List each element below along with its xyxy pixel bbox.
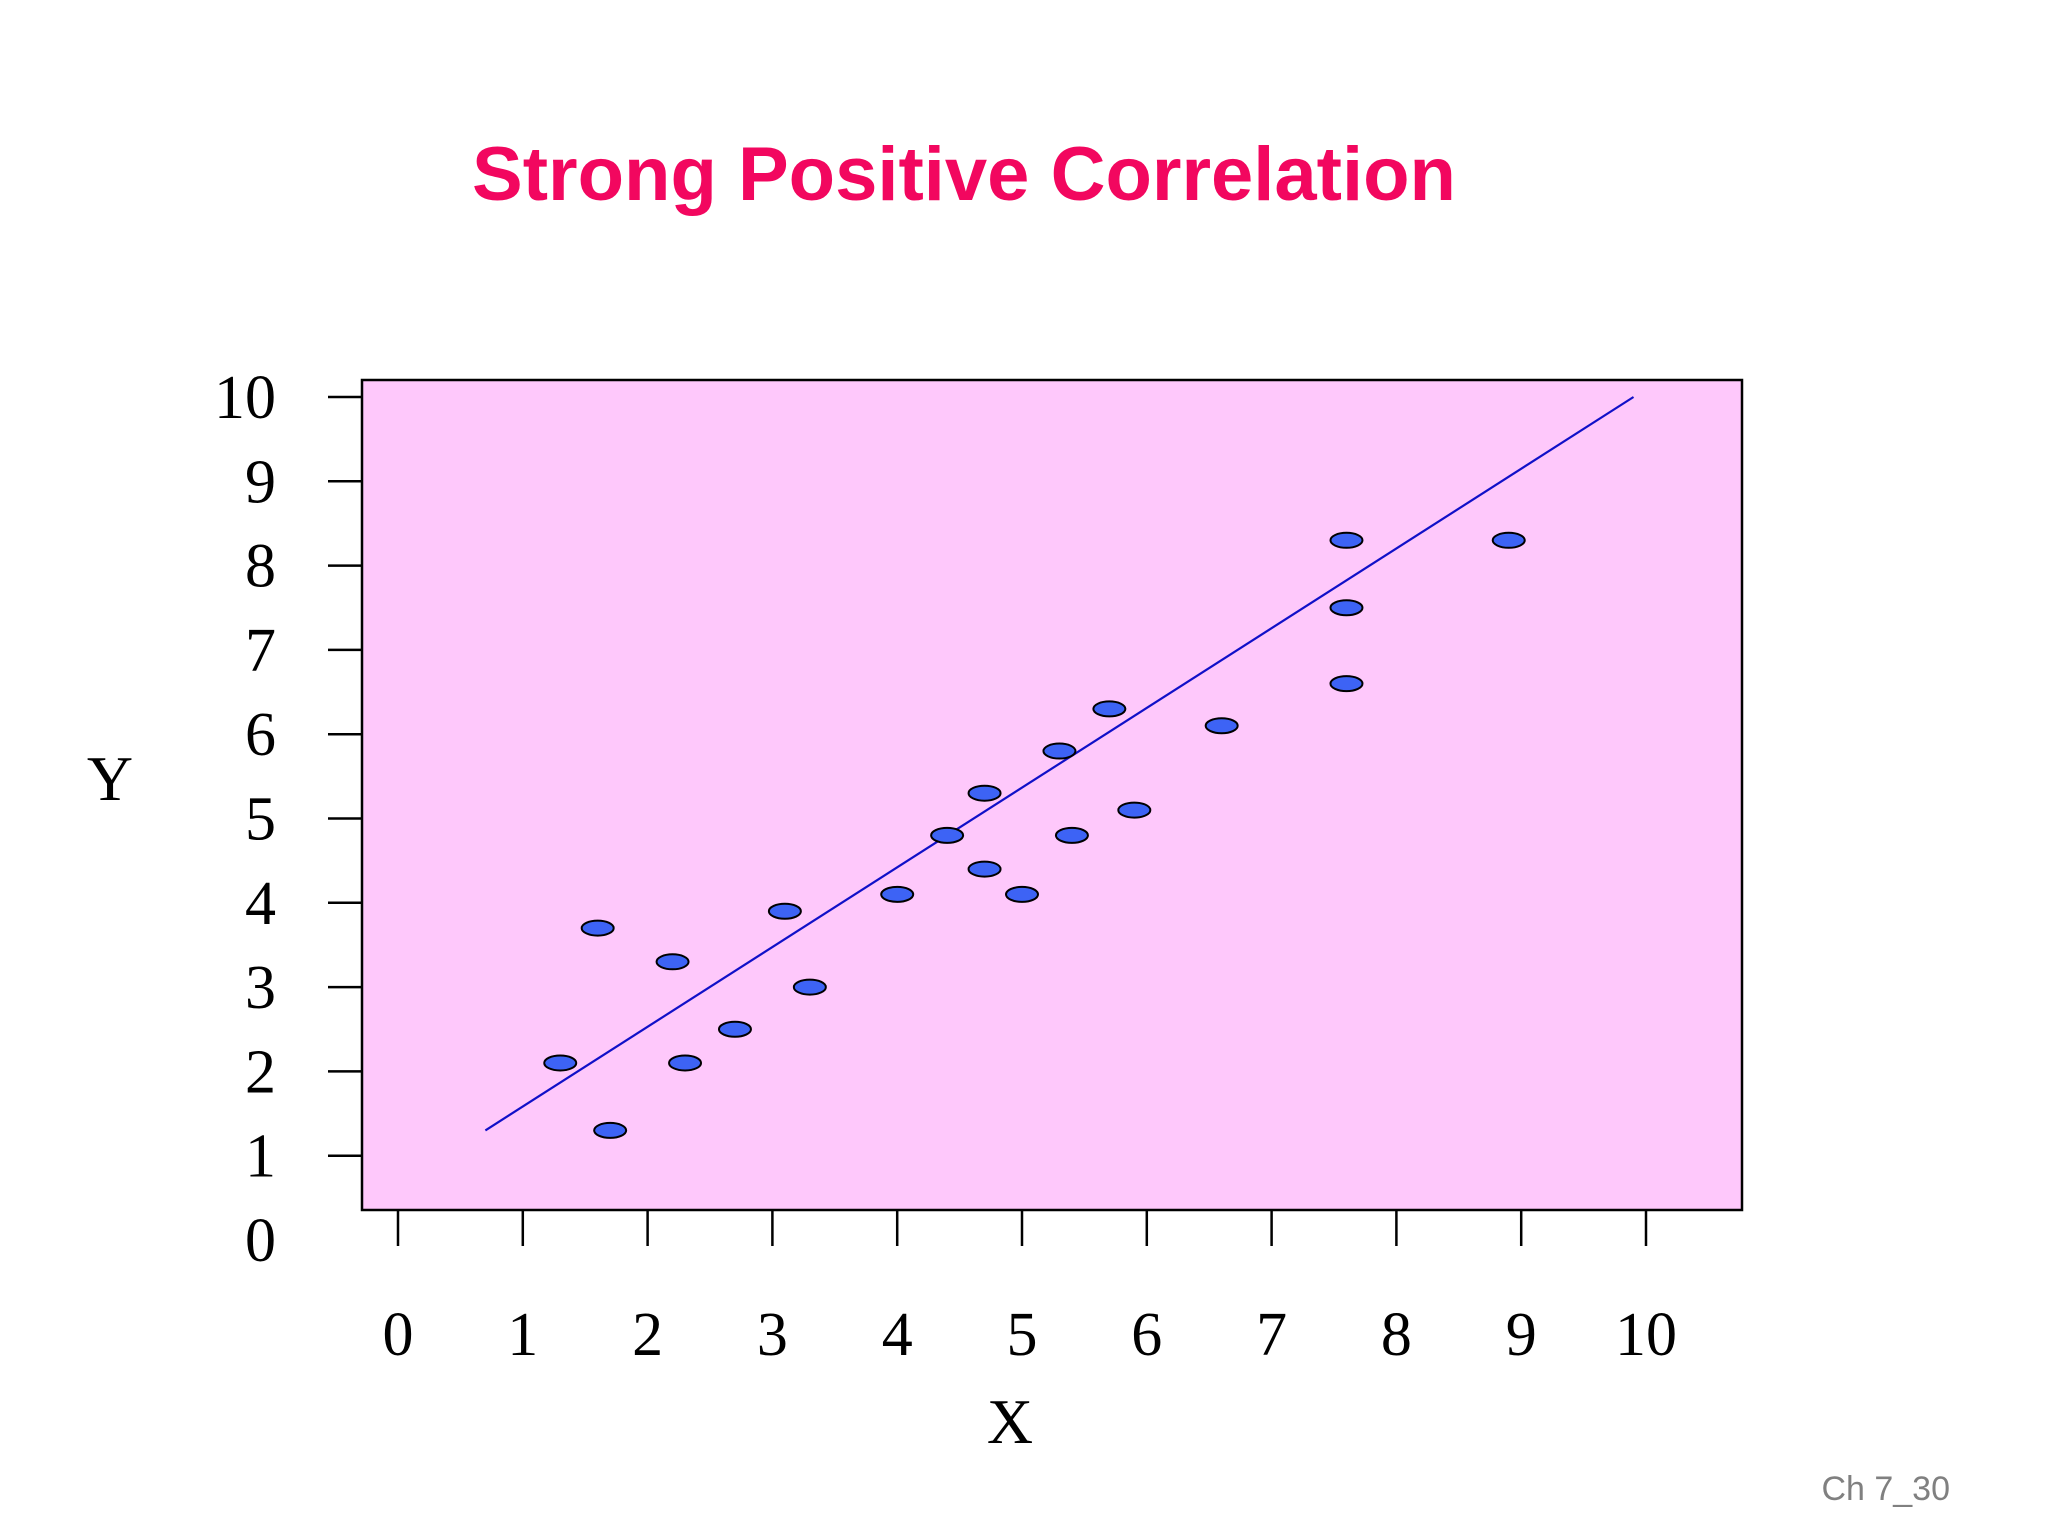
data-point-4 [655,953,690,971]
x-tick-label-1: 1 [507,1301,538,1369]
data-point-16 [1092,700,1127,718]
data-point-5 [668,1054,703,1072]
y-tick-label-0: 0 [245,1207,276,1275]
y-tick-label-6: 6 [245,701,276,769]
plot-area [360,378,1744,1212]
trend-line-layer [484,396,1635,1132]
y-tick-label-3: 3 [245,954,276,1022]
data-point-12 [967,860,1002,878]
data-point-19 [1329,531,1364,549]
data-point-18 [1204,717,1239,735]
y-tick-label-9: 9 [245,448,276,516]
data-point-3 [593,1121,628,1139]
y-tick-label-4: 4 [245,870,276,938]
y-tick-label-7: 7 [245,617,276,685]
y-tick-label-1: 1 [245,1123,276,1191]
data-point-17 [1117,801,1152,819]
data-point-15 [1054,826,1089,844]
x-axis-label: X [987,1386,1033,1457]
y-axis-label: Y [87,743,133,814]
y-tick-label-5: 5 [245,786,276,854]
x-tick-label-0: 0 [383,1301,414,1369]
x-axis: 0 1 2 3 4 5 6 7 8 9 10 [383,1210,1677,1369]
data-point-13 [1005,885,1039,903]
points-layer [543,531,1526,1139]
data-point-1 [543,1054,578,1072]
x-tick-label-9: 9 [1506,1301,1537,1369]
data-point-14 [1042,742,1077,760]
y-axis: 0 1 2 3 4 5 6 7 8 9 10 [214,364,362,1275]
data-point-21 [1329,675,1364,693]
data-point-20 [1329,599,1364,617]
x-tick-label-7: 7 [1256,1301,1287,1369]
x-tick-label-6: 6 [1131,1301,1162,1369]
x-tick-label-8: 8 [1381,1301,1412,1369]
data-point-2 [580,919,615,937]
y-tick-label-10: 10 [214,364,276,432]
x-tick-label-4: 4 [882,1301,913,1369]
trend-line [484,396,1635,1132]
x-tick-label-3: 3 [757,1301,788,1369]
data-point-6 [717,1020,752,1038]
data-point-22 [1491,531,1526,549]
x-tick-label-2: 2 [632,1301,663,1369]
data-point-10 [930,826,965,844]
data-point-9 [880,885,915,903]
slide-footer: Ch 7_30 [1821,1470,1950,1508]
data-point-11 [967,784,1002,802]
chart-title: Strong Positive Correlation [472,132,1456,217]
y-tick-label-2: 2 [245,1038,276,1106]
x-tick-label-10: 10 [1615,1301,1677,1369]
y-tick-label-8: 8 [245,533,276,601]
data-point-8 [792,978,827,996]
data-point-7 [767,902,802,920]
x-tick-label-5: 5 [1007,1301,1038,1369]
